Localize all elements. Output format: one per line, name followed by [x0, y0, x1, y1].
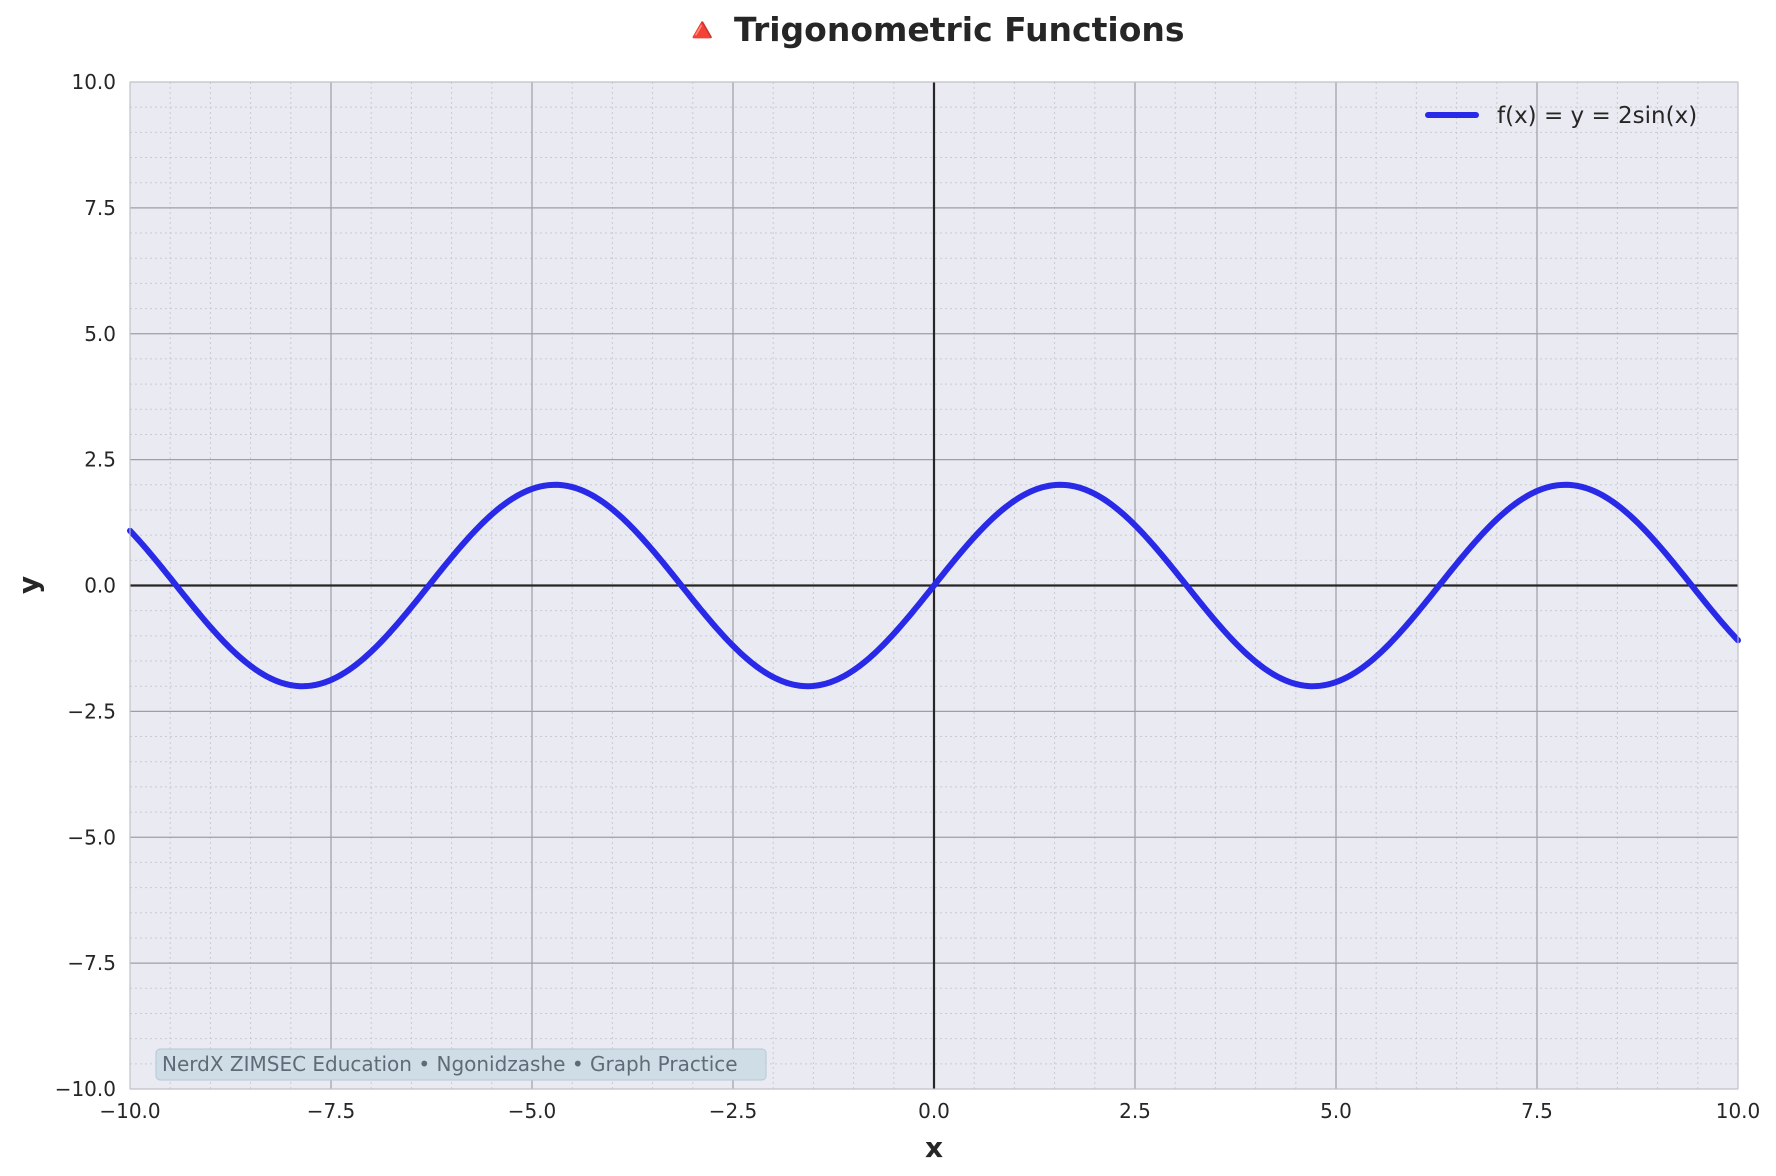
data-point [1253, 659, 1258, 664]
watermark-box [155, 1048, 767, 1081]
data-point [690, 597, 695, 602]
data-point [208, 625, 213, 630]
x-tick-label: 0.0 [918, 1099, 950, 1123]
data-point [1494, 517, 1499, 522]
data-point [650, 548, 655, 553]
plot-frame [129, 81, 1739, 1090]
data-point [891, 631, 896, 636]
chart-title: 🔺 Trigonometric Functions [681, 10, 1184, 49]
data-point [248, 663, 253, 668]
data-point [1052, 483, 1057, 488]
data-point [1374, 654, 1379, 659]
y-tick-label: 7.5 [84, 196, 116, 220]
data-point [168, 591, 173, 596]
y-axis-label: y [12, 576, 45, 594]
legend-label: f(x) = y = 2sin(x) [1497, 103, 1697, 129]
data-point [851, 668, 856, 673]
y-tick-label: −5.0 [67, 825, 116, 849]
data-point [1133, 523, 1138, 528]
data-point [409, 605, 414, 610]
data-point [329, 678, 334, 683]
x-tick-label: 5.0 [1320, 1099, 1352, 1123]
y-tick-label: −7.5 [67, 951, 116, 975]
y-tick-label: 2.5 [84, 448, 116, 472]
data-point [1695, 576, 1700, 581]
data-point [610, 507, 615, 512]
data-point [1173, 569, 1178, 574]
data-point [1012, 498, 1017, 503]
data-point [1334, 680, 1339, 685]
data-point [932, 583, 937, 588]
x-tick-labels: −10.0 −7.5 −5.0 −2.5 0.0 2.5 5.0 7.5 10.0 [99, 1099, 1760, 1123]
y-tick-label: −2.5 [67, 699, 116, 723]
data-point [811, 684, 816, 689]
y-tick-label: 0.0 [84, 574, 116, 598]
x-tick-label: −5.0 [508, 1099, 557, 1123]
data-point [972, 535, 977, 540]
x-tick-label: −7.5 [307, 1099, 356, 1123]
data-point [1092, 492, 1097, 497]
legend: f(x) = y = 2sin(x) [1425, 103, 1697, 129]
data-point [449, 555, 454, 560]
data-point [771, 675, 776, 680]
data-point [1655, 542, 1660, 547]
data-point [570, 485, 575, 490]
data-point [530, 487, 535, 492]
minor-grid [130, 82, 1738, 1089]
data-point [1615, 503, 1620, 508]
x-tick-label: −10.0 [99, 1099, 160, 1123]
data-point [369, 649, 374, 654]
x-tick-label: −2.5 [709, 1099, 758, 1123]
watermark: NerdX ZIMSEC Education • Ngonidzashe • G… [155, 1048, 767, 1081]
series-line-2sin [127, 481, 1741, 690]
x-axis-label: x [925, 1131, 943, 1164]
data-point [731, 643, 736, 648]
data-point [1575, 483, 1580, 488]
data-point [1213, 618, 1218, 623]
data-point [489, 512, 494, 517]
data-point [1454, 561, 1459, 566]
y-tick-labels: −10.0 −7.5 −5.0 −2.5 0.0 2.5 5.0 7.5 10.0 [55, 70, 116, 1101]
data-point [1293, 682, 1298, 687]
watermark-text: NerdX ZIMSEC Education • Ngonidzashe • G… [162, 1052, 738, 1076]
data-point [1535, 489, 1540, 494]
x-tick-label: 2.5 [1119, 1099, 1151, 1123]
x-tick-label: 7.5 [1521, 1099, 1553, 1123]
y-tick-label: −10.0 [55, 1077, 116, 1101]
data-point [288, 683, 293, 688]
y-tick-label: 10.0 [71, 70, 116, 94]
x-tick-label: 10.0 [1716, 1099, 1761, 1123]
y-tick-label: 5.0 [84, 322, 116, 346]
data-point [1414, 611, 1419, 616]
